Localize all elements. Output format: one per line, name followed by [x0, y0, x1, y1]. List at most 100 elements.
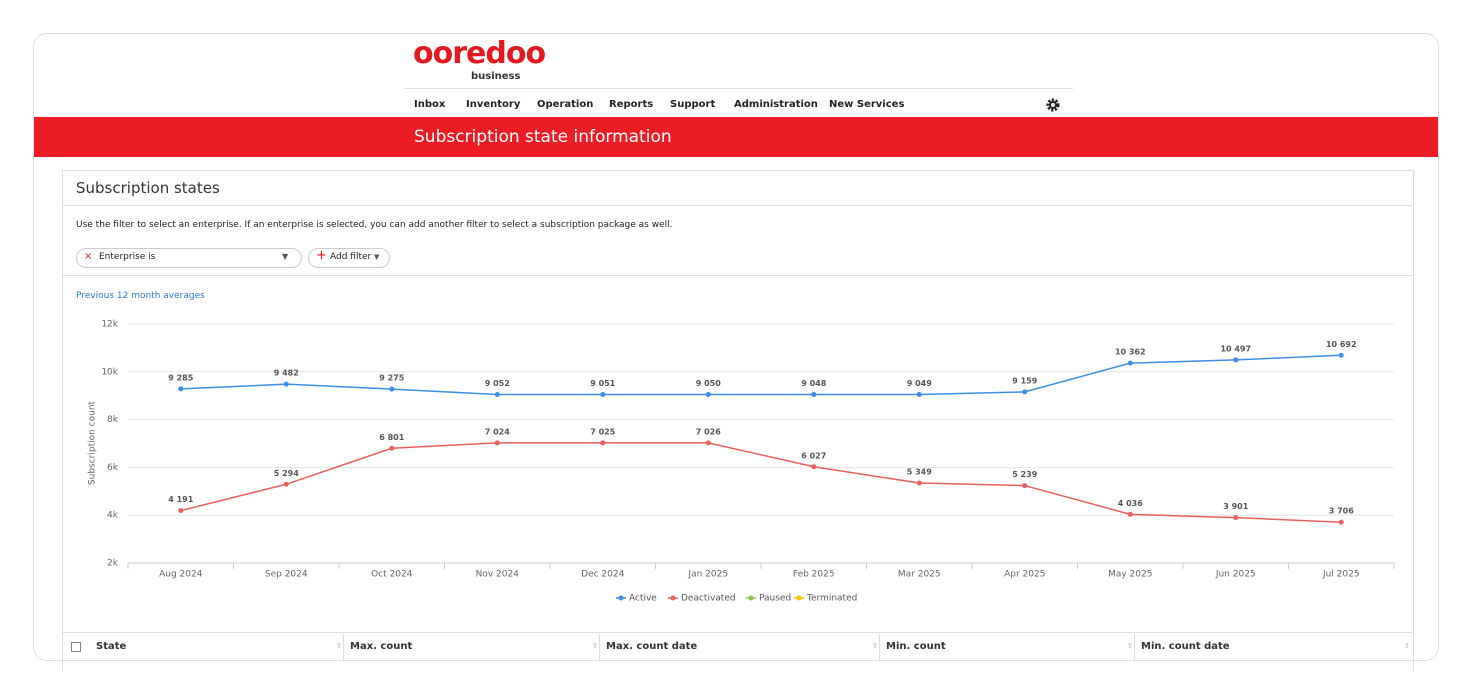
add-filter-label: Add filter	[330, 252, 372, 262]
data-point	[1233, 357, 1239, 363]
checkbox[interactable]	[71, 642, 81, 652]
app-card	[33, 33, 1439, 661]
data-point	[389, 386, 395, 392]
data-point	[283, 481, 289, 487]
column-separator	[879, 634, 880, 660]
y-tick-label: 4k	[107, 511, 119, 521]
data-label: 9 159	[1012, 376, 1037, 385]
column-header[interactable]: Max. count date	[606, 641, 698, 652]
data-label: 4 191	[168, 495, 193, 504]
data-point	[283, 381, 289, 387]
data-label: 10 362	[1115, 348, 1146, 357]
x-tick-label: Jun 2025	[1215, 570, 1256, 580]
data-point	[1338, 519, 1344, 525]
filter-pill[interactable]	[76, 248, 302, 268]
data-point	[916, 392, 922, 398]
data-point	[600, 440, 606, 446]
data-point	[916, 480, 922, 486]
nav-item[interactable]: Inventory	[466, 99, 521, 110]
data-label: 7 026	[696, 427, 721, 436]
data-point	[494, 391, 500, 397]
column-header[interactable]: Min. count date	[1141, 641, 1230, 652]
banner	[34, 117, 1438, 157]
legend-label[interactable]: Terminated	[806, 594, 857, 604]
legend-marker[interactable]	[670, 595, 676, 601]
data-point	[1233, 515, 1239, 521]
data-point	[600, 391, 606, 397]
y-tick-label: 10k	[101, 367, 118, 377]
column-separator	[599, 634, 600, 660]
data-label: 3 901	[1223, 502, 1248, 511]
data-label: 9 049	[907, 379, 932, 388]
data-label: 4 036	[1118, 499, 1143, 508]
nav-item[interactable]: Reports	[609, 99, 654, 110]
data-label: 3 706	[1329, 507, 1354, 516]
legend-label[interactable]: Active	[629, 594, 657, 604]
column-separator	[343, 634, 344, 660]
dropdown-icon: ▼	[374, 253, 380, 261]
data-point	[705, 440, 711, 446]
add-filter[interactable]	[308, 248, 390, 268]
legend-label[interactable]: Deactivated	[681, 594, 736, 604]
dropdown-icon: ▼	[282, 252, 289, 261]
y-tick-label: 12k	[101, 320, 118, 330]
x-tick-label: Dec 2024	[581, 570, 624, 580]
data-label: 5 294	[274, 469, 299, 478]
sort-icon[interactable]: ⇕	[336, 642, 342, 650]
y-tick-label: 6k	[107, 463, 119, 473]
legend-marker[interactable]	[618, 595, 624, 601]
remove-icon[interactable]: ×	[84, 251, 93, 262]
data-point	[1127, 511, 1133, 517]
sort-icon[interactable]: ⇕	[872, 642, 878, 650]
data-label: 9 048	[801, 379, 826, 388]
legend-marker[interactable]	[748, 595, 754, 601]
nav-item[interactable]: Administration	[734, 99, 818, 110]
data-point	[811, 392, 817, 398]
data-point	[1338, 352, 1344, 358]
description: Use the filter to select an enterprise. …	[76, 220, 673, 230]
sort-icon[interactable]: ⇕	[592, 642, 598, 650]
divider	[63, 205, 1412, 206]
legend-label[interactable]: Paused	[759, 594, 791, 604]
data-label: 9 052	[485, 379, 510, 388]
panel	[62, 170, 1414, 671]
nav-item[interactable]: Inbox	[414, 99, 446, 110]
x-tick-label: Aug 2024	[159, 570, 203, 580]
column-header[interactable]: Max. count	[350, 641, 413, 652]
filter-label: Enterprise is	[99, 252, 156, 262]
sort-icon[interactable]: ⇕	[1404, 642, 1410, 650]
data-point	[494, 440, 500, 446]
data-point	[389, 445, 395, 451]
divider	[63, 275, 1412, 276]
panel-title: Subscription states	[76, 179, 220, 197]
x-tick-label: Jul 2025	[1322, 570, 1360, 580]
x-tick-label: Oct 2024	[371, 570, 413, 580]
data-label: 6 801	[379, 433, 404, 442]
sort-icon[interactable]: ⇕	[1127, 642, 1133, 650]
divider	[405, 88, 1073, 89]
y-tick-label: 2k	[107, 559, 119, 569]
data-point	[1022, 389, 1028, 395]
data-point	[811, 464, 817, 470]
data-label: 5 239	[1012, 470, 1037, 479]
column-header[interactable]: Min. count	[886, 641, 946, 652]
legend-marker[interactable]	[796, 595, 802, 601]
x-tick-label: May 2025	[1108, 570, 1152, 580]
data-label: 9 051	[590, 379, 615, 388]
data-label: 9 482	[274, 369, 299, 378]
series-line	[180, 442, 1342, 523]
x-tick-label: Sep 2024	[265, 570, 308, 580]
nav-item[interactable]: New Services	[829, 99, 905, 110]
y-axis-title: Subscription count	[88, 400, 98, 485]
averages-link[interactable]: Previous 12 month averages	[76, 291, 205, 301]
series-line	[180, 354, 1342, 396]
data-point	[1022, 483, 1028, 489]
nav-item[interactable]: Operation	[537, 99, 594, 110]
add-icon: +	[316, 248, 327, 263]
column-header[interactable]: State	[96, 641, 127, 652]
logo-sub: business	[471, 71, 521, 82]
nav-item[interactable]: Support	[670, 99, 716, 110]
settings-icon[interactable]	[1046, 98, 1060, 112]
data-label: 6 027	[801, 451, 826, 460]
